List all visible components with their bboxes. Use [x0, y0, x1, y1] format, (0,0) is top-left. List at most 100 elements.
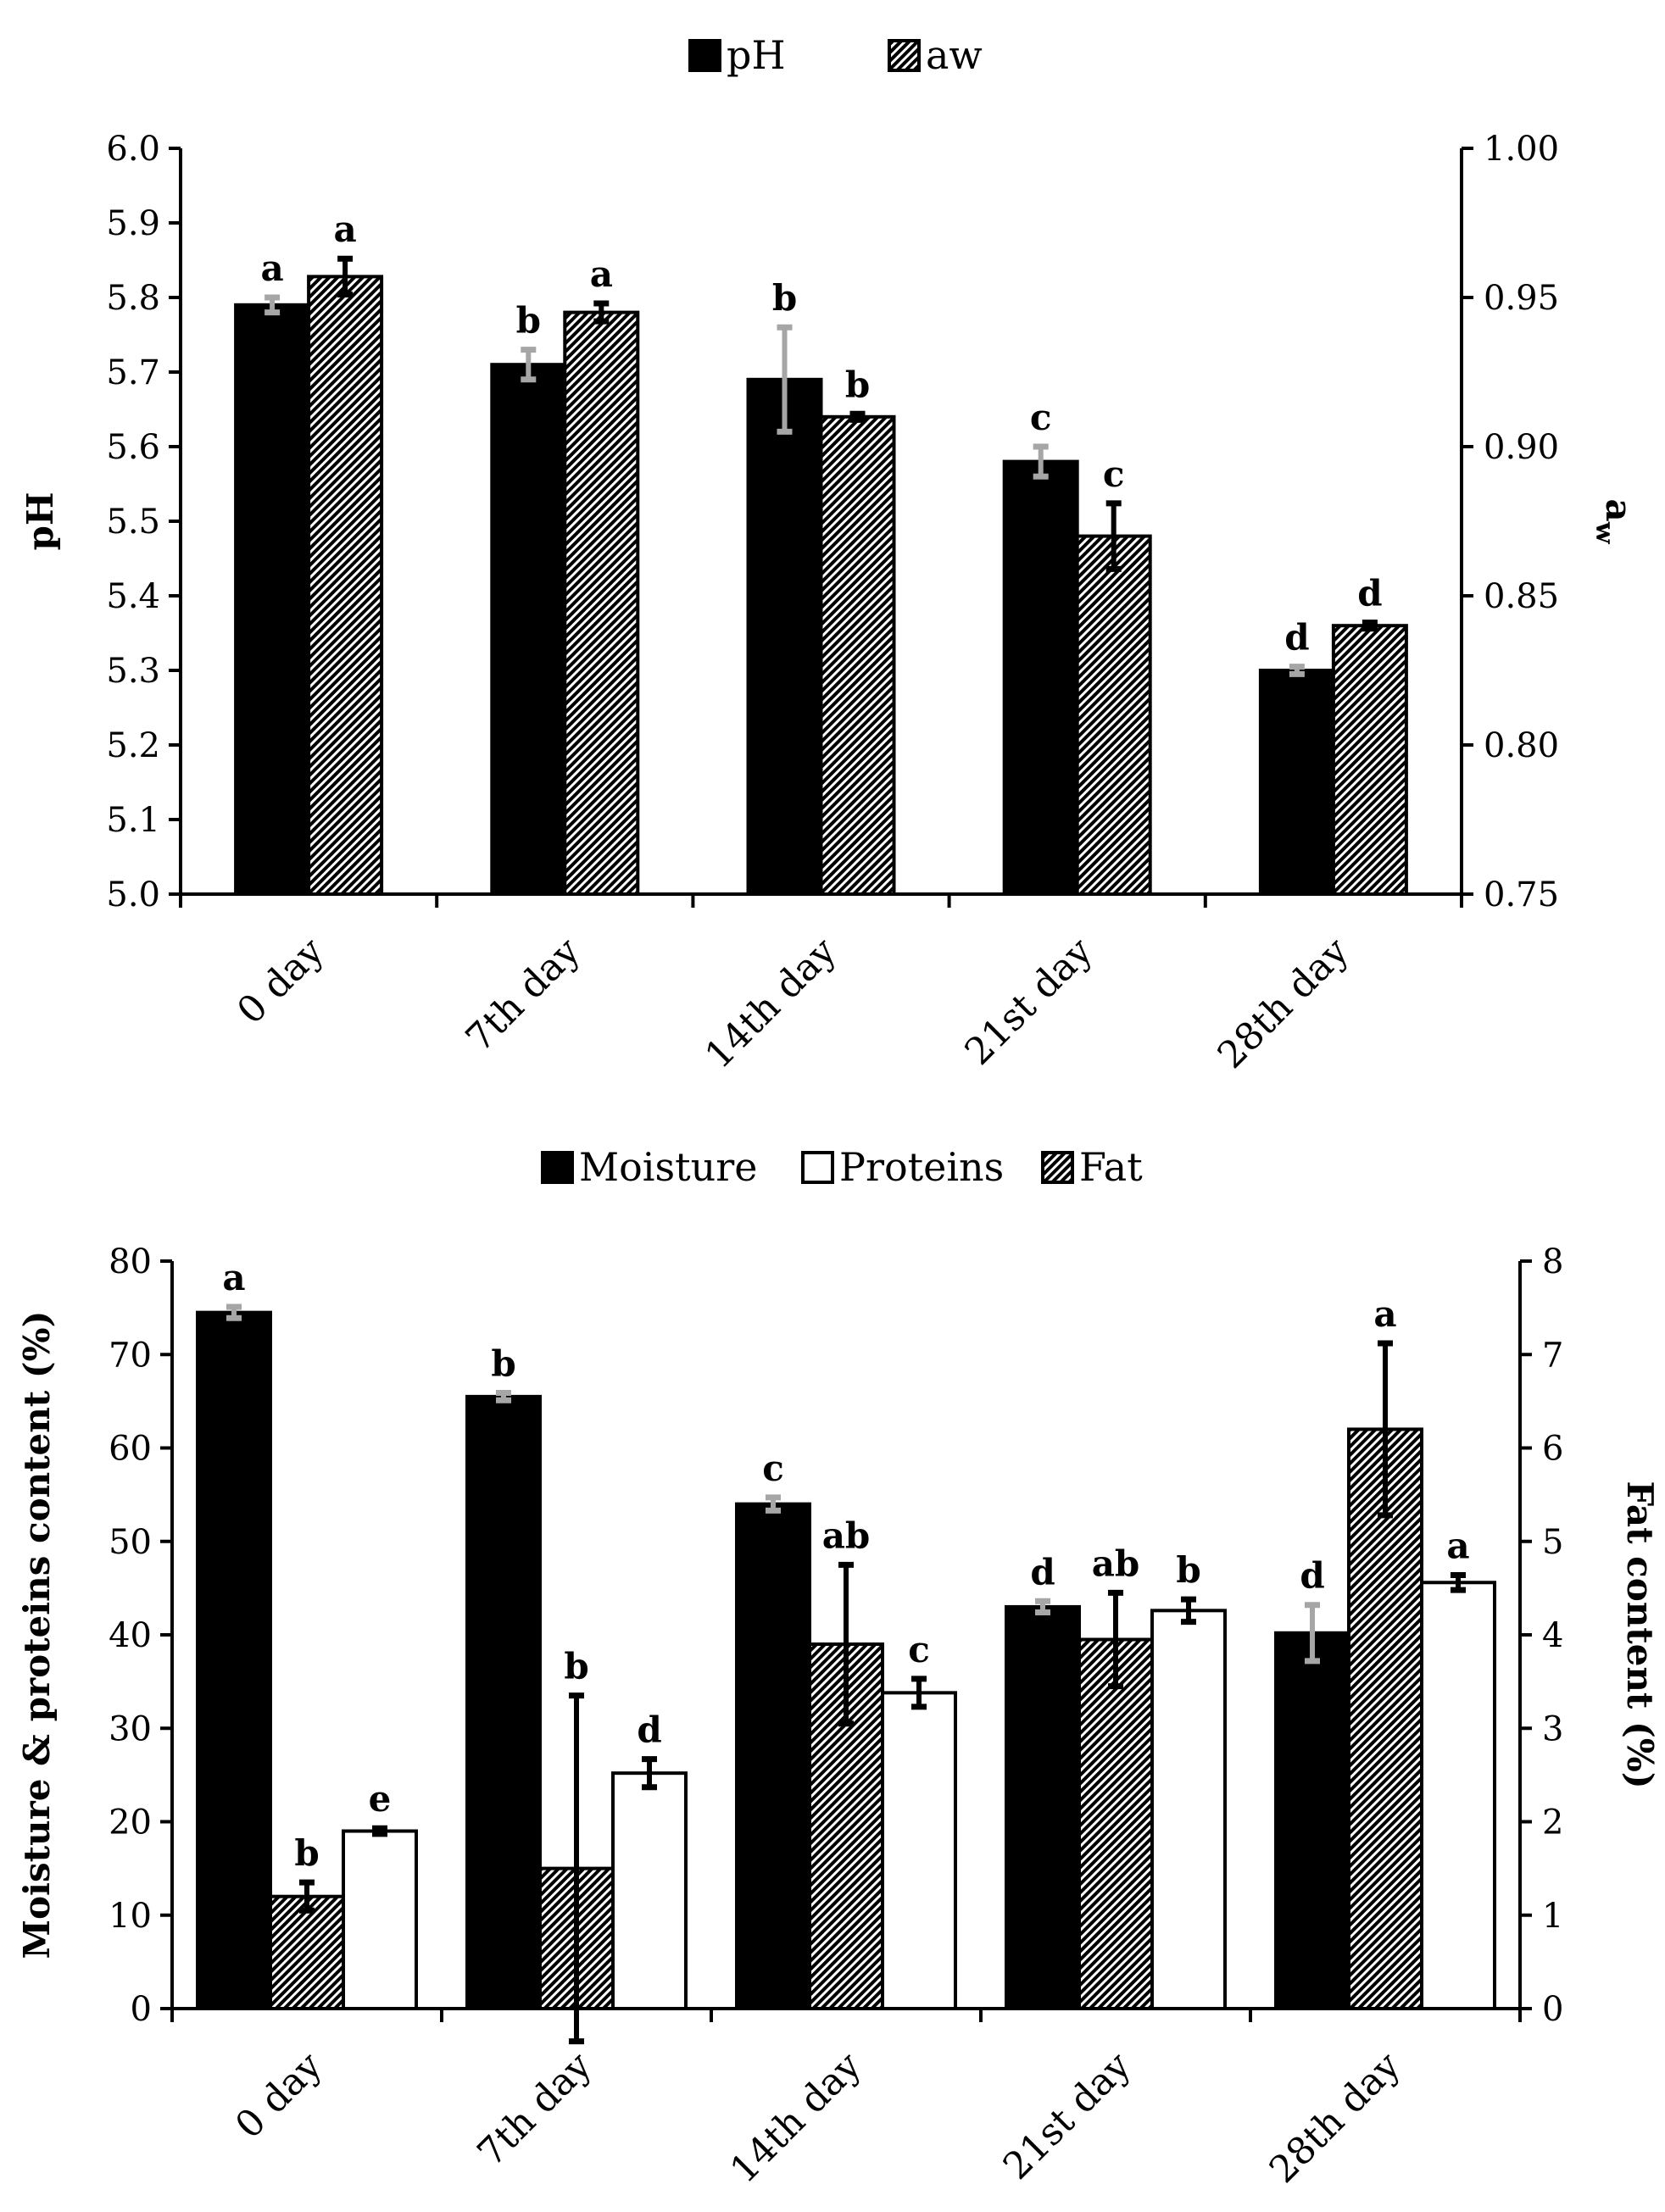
y-tick-label-left: 60 — [109, 1430, 152, 1469]
significance-letter-proteins-2: c — [908, 1629, 930, 1670]
legend-swatch-aw — [888, 39, 921, 72]
y-tick-label-left: 5.0 — [106, 875, 160, 914]
y-tick-label-left: 40 — [109, 1616, 152, 1655]
bar-proteins-4 — [1420, 1581, 1496, 2010]
bar-moisture-4 — [1274, 1631, 1350, 2011]
y-tick-label-left: 5.3 — [106, 652, 160, 691]
bar-fat-3 — [1078, 1637, 1154, 2010]
legend-swatch-fat — [1041, 1151, 1074, 1184]
significance-letter-proteins-1: d — [637, 1709, 661, 1751]
bar-moisture-0 — [196, 1310, 272, 2010]
y-tick-label-left: 80 — [109, 1242, 152, 1281]
bar-aw-4 — [1331, 624, 1408, 896]
x-category-label: 0 day — [227, 2044, 331, 2148]
bar-moisture-3 — [1005, 1604, 1081, 2011]
bar-ph-2 — [746, 377, 823, 896]
y-tick-label-left: 5.7 — [106, 353, 160, 392]
significance-letter-aw-2: b — [845, 364, 870, 405]
significance-letter-fat-4: a — [1373, 1293, 1396, 1335]
significance-letter-moisture-2: c — [762, 1448, 784, 1489]
x-category-label: 7th day — [458, 930, 588, 1060]
legend-label-fat: Fat — [1079, 1144, 1143, 1190]
significance-letter-moisture-4: d — [1300, 1555, 1324, 1597]
y-tick-label-right: 2 — [1542, 1804, 1563, 1842]
y-tick-label-left: 5.2 — [106, 726, 160, 765]
y-tick-label-left: 5.4 — [106, 577, 160, 616]
legend-label-moisture: Moisture — [579, 1144, 757, 1190]
y-axis-title-left: Moisture & proteins content (%) — [16, 1311, 58, 1959]
y-tick-label-right: 0.75 — [1484, 875, 1559, 914]
significance-letter-aw-4: d — [1357, 573, 1382, 614]
y-tick-label-right: 1 — [1542, 1897, 1563, 1936]
y-tick-label-left: 30 — [109, 1709, 152, 1748]
significance-letter-ph-4: d — [1284, 617, 1309, 659]
bar-fat-4 — [1347, 1427, 1423, 2010]
legend-label-aw: aw — [926, 32, 983, 78]
bar-aw-3 — [1075, 534, 1152, 896]
legend-label-ph: pH — [727, 32, 786, 78]
y-axis-title-left: pH — [19, 492, 61, 550]
significance-letter-fat-1: b — [564, 1646, 588, 1687]
significance-letter-ph-3: c — [1030, 397, 1052, 438]
y-tick-label-left: 5.5 — [106, 503, 160, 542]
y-tick-label-right: 3 — [1542, 1709, 1563, 1748]
y-tick-label-right: 0.90 — [1484, 428, 1559, 467]
y-tick-label-left: 70 — [109, 1336, 152, 1375]
y-tick-label-right: 0 — [1542, 1990, 1563, 2029]
significance-letter-proteins-3: b — [1176, 1549, 1200, 1591]
y-axis-title-right-main: a — [1598, 498, 1640, 521]
bar-aw-2 — [819, 414, 896, 896]
significance-letter-aw-3: c — [1103, 453, 1125, 495]
y-tick-label-right: 7 — [1542, 1336, 1563, 1375]
x-category-label: 28th day — [1261, 2044, 1409, 2192]
x-category-label: 14th day — [722, 2044, 870, 2192]
legend-swatch-proteins — [801, 1151, 834, 1184]
y-tick-label-left: 5.1 — [106, 801, 160, 840]
bar-ph-0 — [234, 303, 311, 896]
bar-aw-1 — [563, 310, 640, 897]
y-tick-label-left: 5.8 — [106, 279, 160, 318]
y-tick-label-right: 0.85 — [1484, 577, 1559, 616]
significance-letter-ph-0: a — [260, 247, 283, 289]
legend-swatch-ph — [688, 39, 721, 72]
bar-proteins-0 — [342, 1829, 418, 2010]
significance-letter-proteins-0: e — [369, 1778, 392, 1820]
significance-letter-aw-1: a — [590, 253, 613, 295]
bar-moisture-2 — [735, 1502, 811, 2010]
y-tick-label-left: 0 — [131, 1990, 152, 2029]
legend-label-proteins: Proteins — [839, 1144, 1004, 1190]
y-tick-label-right: 1.00 — [1484, 130, 1559, 169]
significance-letter-moisture-0: a — [222, 1257, 245, 1298]
y-tick-label-left: 6.0 — [106, 130, 160, 169]
bar-proteins-2 — [881, 1691, 957, 2010]
ph-aw-chart: pH aw a b b c d a a b c d 5.0 5.1 5.2 5.3 5.4 5.5 5.6 5.7 5.… — [19, 32, 1640, 1077]
y-tick-label-right: 0.95 — [1484, 279, 1559, 318]
x-category-label: 28th day — [1210, 930, 1357, 1077]
bar-ph-1 — [490, 363, 567, 896]
y-tick-label-left: 5.6 — [106, 428, 160, 467]
y-tick-label-left: 20 — [109, 1804, 152, 1842]
significance-letter-fat-2: ab — [822, 1514, 871, 1556]
significance-letter-ph-1: b — [516, 300, 541, 342]
y-tick-label-right: 6 — [1542, 1430, 1563, 1469]
x-category-label: 14th day — [697, 930, 844, 1077]
significance-letter-moisture-3: d — [1030, 1551, 1055, 1592]
significance-letter-aw-0: a — [333, 208, 356, 250]
bar-moisture-1 — [465, 1394, 542, 2011]
y-tick-label-right: 5 — [1542, 1523, 1563, 1562]
y-tick-label-right: 0.80 — [1484, 726, 1559, 765]
x-category-label: 21st day — [956, 930, 1100, 1074]
significance-letter-ph-2: b — [772, 277, 797, 319]
bar-ph-4 — [1258, 669, 1335, 896]
x-category-label: 21st day — [995, 2044, 1139, 2188]
y-tick-label-left: 5.9 — [106, 204, 160, 243]
significance-letter-fat-3: ab — [1092, 1542, 1140, 1584]
y-tick-label-left: 10 — [109, 1897, 152, 1936]
bar-aw-0 — [307, 275, 384, 896]
y-tick-label-right: 4 — [1542, 1616, 1563, 1655]
bar-proteins-1 — [611, 1771, 688, 2010]
x-category-label: 7th day — [469, 2044, 599, 2175]
y-tick-label-left: 50 — [109, 1523, 152, 1562]
